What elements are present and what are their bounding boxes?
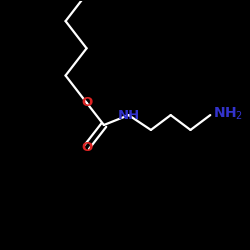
Text: NH$_2$: NH$_2$ [213,106,243,122]
Text: O: O [81,96,92,109]
Text: NH: NH [118,108,140,122]
Text: O: O [81,141,92,154]
